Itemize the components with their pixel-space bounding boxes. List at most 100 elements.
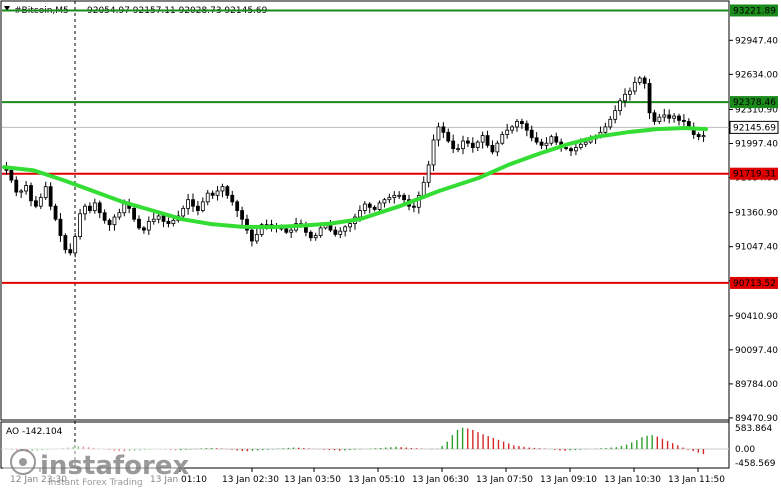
candle-body [14,179,19,193]
candle-body [574,147,578,152]
candle-body [348,223,352,228]
ao-label: AO -142.104 [6,427,63,437]
candle-body [215,190,220,196]
candle-body [529,129,534,139]
candle-body [38,197,43,207]
ma-line [2,126,708,230]
candle-body [554,136,559,143]
ao-tick-bottom: -458.569 [735,459,776,469]
candle-body [662,114,667,118]
candle-body [426,164,431,183]
candle-body [623,93,627,102]
candle-body [628,90,632,95]
candle-body [470,142,475,148]
level-labels: 93221.89 92378.46 91719.31 90713.52 92145.69 [729,4,779,289]
candle-body [534,137,539,143]
candle-body [446,131,451,142]
candle-body [701,135,706,138]
current-price-tag [729,120,779,134]
candle-body [461,140,465,150]
candle-body [358,210,362,218]
candle-body [73,236,78,254]
candle-body [642,77,647,84]
candle-body [117,212,122,218]
candle-body [88,205,92,211]
candle-body [490,144,495,153]
candle-body [78,213,82,238]
level-tag [730,276,778,289]
candle-body [107,219,112,226]
candle-body [220,186,225,192]
candle-body [171,219,176,224]
candle-body [68,249,73,254]
candle-body [9,169,14,181]
level-tag [730,167,778,180]
candle-body [58,218,63,236]
candle-body [618,100,622,112]
candle-body [48,186,53,207]
candle-body [230,194,235,203]
level-tag-label: 91719.31 [733,170,776,180]
candle-body [495,142,500,153]
current-price-label: 92145.69 [733,123,776,133]
y-tick-label: 92634.00 [735,70,778,80]
candle-body [259,224,264,235]
candle-body [142,227,146,231]
candle-body [53,205,58,220]
candle-body [200,201,205,211]
x-tick-label: 13 Jan 11:50 [668,475,725,485]
header-arrow-icon [4,6,10,11]
candle-body [24,185,28,192]
x-tick-label: 13 Jan 02:30 [222,475,279,485]
candle-body [29,185,33,202]
x-tick-label: 13 Jan 03:50 [284,475,341,485]
level-tag-label: 92378.46 [733,98,776,108]
candle-body [83,205,87,215]
candle-body [583,141,588,145]
candle-body [402,194,406,201]
x-tick-label: 13 Jan 06:30 [412,475,469,485]
level-tag-label: 93221.89 [733,6,776,16]
candle-body [515,121,519,128]
candle-body [613,110,618,120]
candle-body [421,181,426,196]
y-tick-label: 89784.00 [735,380,778,390]
candle-body [186,199,190,209]
candle-body [632,81,637,92]
y-axis-ticks: 92947.4092634.0092310.9091997.4091684.00… [729,36,778,424]
y-tick-label: 90410.90 [735,312,778,322]
candle-body [377,202,382,210]
candle-body [392,194,397,198]
level-tag-label: 90713.52 [733,279,776,289]
candle-body [112,216,117,226]
candle-body [564,147,568,150]
candle-body [524,123,529,131]
candle-body [333,229,338,235]
candle-body [485,135,490,146]
candle-body [475,141,480,148]
candle-body [544,142,549,146]
candle-body [338,230,343,235]
y-tick-label: 92947.40 [735,36,778,46]
candle-body [667,114,672,119]
ao-tick-zero: 0.00 [735,445,755,455]
candle-body [92,202,97,211]
candle-body [240,210,244,220]
candle-body [205,192,210,203]
candle-body [456,148,460,151]
candle-body [436,126,441,141]
level-tag [730,96,778,109]
candle-body [608,118,613,128]
candle-body [181,207,186,217]
y-tick-label: 92310.90 [735,105,778,115]
candle-body [19,190,24,193]
ao-tick-top: 583.864 [735,424,772,434]
candle-body [289,229,294,233]
x-tick-label: 13 Jan 10:30 [604,475,661,485]
candle-body [647,83,652,114]
candle-body [151,218,156,222]
candle-body [43,186,48,198]
watermark-logo-dot-icon [19,458,27,466]
candle-body [254,234,259,242]
candle-body [441,126,446,133]
